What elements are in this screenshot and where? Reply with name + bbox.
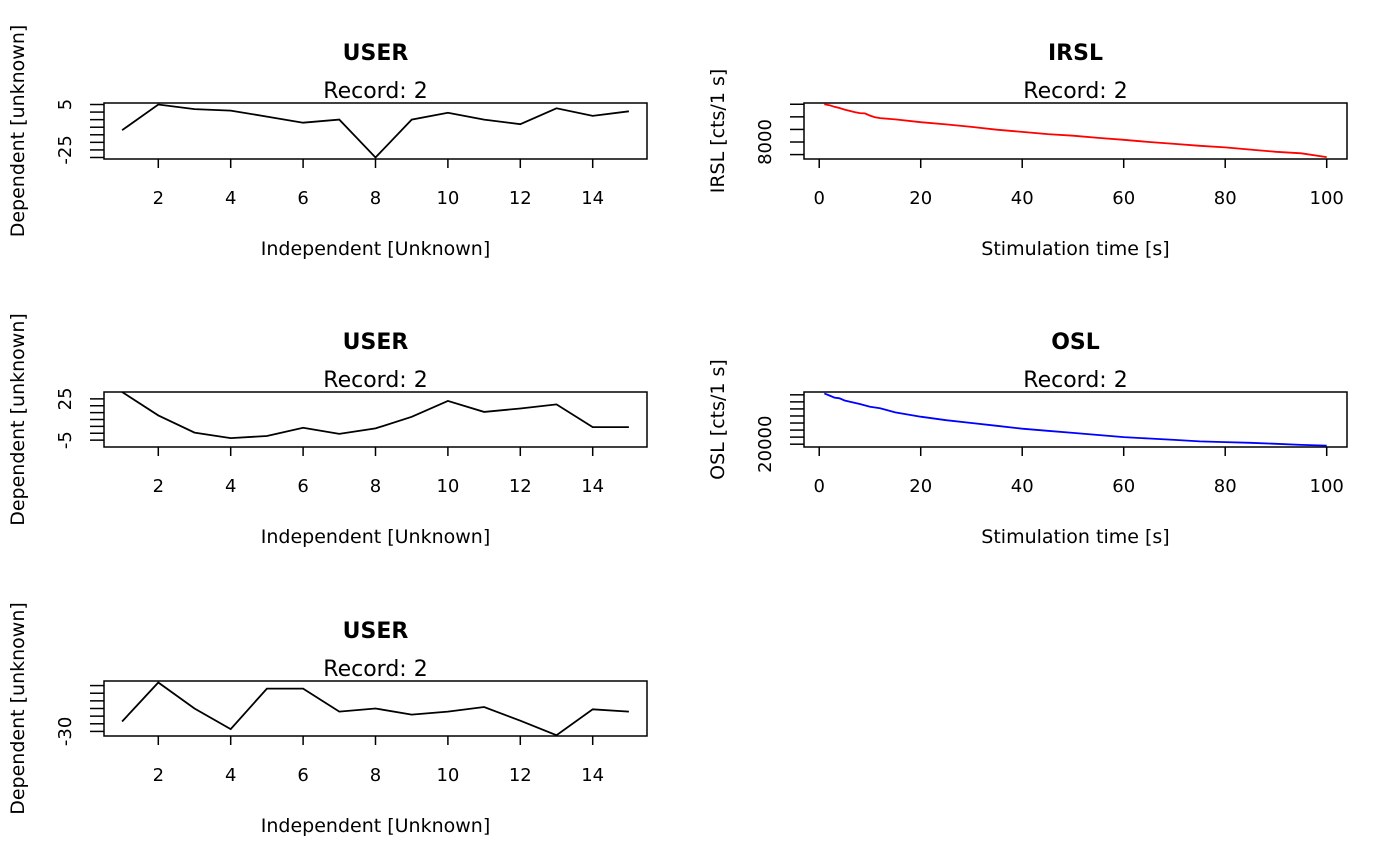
plot-frame-3: [803, 391, 1348, 448]
x-tick-label-1-0: 0: [813, 188, 824, 209]
y-axis-label-4: Dependent [unknown]: [7, 602, 29, 815]
chart-subtitle-0: Record: 2: [323, 79, 427, 104]
x-tick-label-0-4: 10: [436, 188, 459, 209]
y-axis-label-2: Dependent [unknown]: [7, 313, 29, 526]
x-tick-label-0-1: 4: [225, 188, 236, 209]
x-tick-label-3-0: 0: [813, 476, 824, 497]
series-line-1: [824, 103, 1327, 158]
chart-subtitle-4: Record: 2: [323, 657, 427, 682]
x-tick-label-3-5: 100: [1310, 476, 1344, 497]
series-line-0: [121, 103, 630, 159]
x-tick-label-2-4: 10: [436, 476, 459, 497]
chart-subtitle-3: Record: 2: [1023, 368, 1127, 393]
series-line-2: [121, 391, 629, 440]
x-axis-label-0: Independent [Unknown]: [261, 238, 491, 260]
chart-title-3: OSL: [1051, 330, 1100, 355]
y-tick-label-4-0: -30: [55, 717, 76, 746]
y-tick-label-2-6: 25: [55, 387, 76, 410]
x-tick-label-4-0: 2: [153, 765, 164, 786]
x-tick-label-2-3: 8: [370, 476, 381, 497]
x-tick-label-2-0: 2: [153, 476, 164, 497]
y-tick-label-0-0: 5: [55, 99, 76, 110]
x-tick-label-4-2: 6: [297, 765, 308, 786]
chart-title-2: USER: [343, 330, 409, 355]
x-axis-label-1: Stimulation time [s]: [981, 238, 1169, 260]
x-tick-label-1-1: 20: [909, 188, 932, 209]
x-tick-label-2-1: 4: [225, 476, 236, 497]
y-tick-label-2-0: -5: [55, 431, 76, 449]
x-tick-label-4-6: 14: [581, 765, 604, 786]
x-tick-label-4-5: 12: [509, 765, 532, 786]
chart-title-4: USER: [343, 619, 409, 644]
x-axis-label-4: Independent [Unknown]: [261, 815, 491, 837]
x-tick-label-4-4: 10: [436, 765, 459, 786]
x-tick-label-1-4: 80: [1214, 188, 1237, 209]
x-tick-label-1-2: 40: [1011, 188, 1034, 209]
x-tick-label-0-6: 14: [581, 188, 604, 209]
chart-title-0: USER: [343, 41, 409, 66]
x-tick-label-3-2: 40: [1011, 476, 1034, 497]
series-line-4: [121, 681, 629, 737]
x-tick-label-0-3: 8: [370, 188, 381, 209]
x-tick-label-3-3: 60: [1112, 476, 1135, 497]
chart-title-1: IRSL: [1048, 41, 1103, 66]
plot-frame-2: [103, 391, 648, 448]
x-axis-label-3: Stimulation time [s]: [981, 526, 1169, 548]
x-tick-label-4-1: 4: [225, 765, 236, 786]
x-tick-label-0-2: 6: [297, 188, 308, 209]
x-tick-label-3-1: 20: [909, 476, 932, 497]
plot-frame-1: [803, 102, 1348, 160]
x-tick-label-4-3: 8: [370, 765, 381, 786]
x-tick-label-1-3: 60: [1112, 188, 1135, 209]
y-tick-label-0-6: -25: [55, 135, 76, 164]
plot-frame-0: [103, 102, 648, 160]
x-tick-label-2-5: 12: [509, 476, 532, 497]
x-axis-label-2: Independent [Unknown]: [261, 526, 491, 548]
x-tick-label-0-0: 2: [153, 188, 164, 209]
x-tick-label-2-2: 6: [297, 476, 308, 497]
chart-subtitle-2: Record: 2: [323, 368, 427, 393]
series-line-3: [823, 392, 1327, 447]
y-tick-label-1-1: 8000: [755, 119, 776, 165]
chart-subtitle-1: Record: 2: [1023, 79, 1127, 104]
y-axis-label-3: OSL [cts/1 s]: [707, 359, 729, 480]
x-tick-label-1-5: 100: [1310, 188, 1344, 209]
x-tick-label-3-4: 80: [1214, 476, 1237, 497]
x-tick-label-2-6: 14: [581, 476, 604, 497]
x-tick-label-0-5: 12: [509, 188, 532, 209]
y-axis-label-0: Dependent [unknown]: [7, 25, 29, 238]
y-tick-label-3-0: 20000: [755, 416, 776, 473]
y-axis-label-1: IRSL [cts/1 s]: [707, 69, 729, 194]
